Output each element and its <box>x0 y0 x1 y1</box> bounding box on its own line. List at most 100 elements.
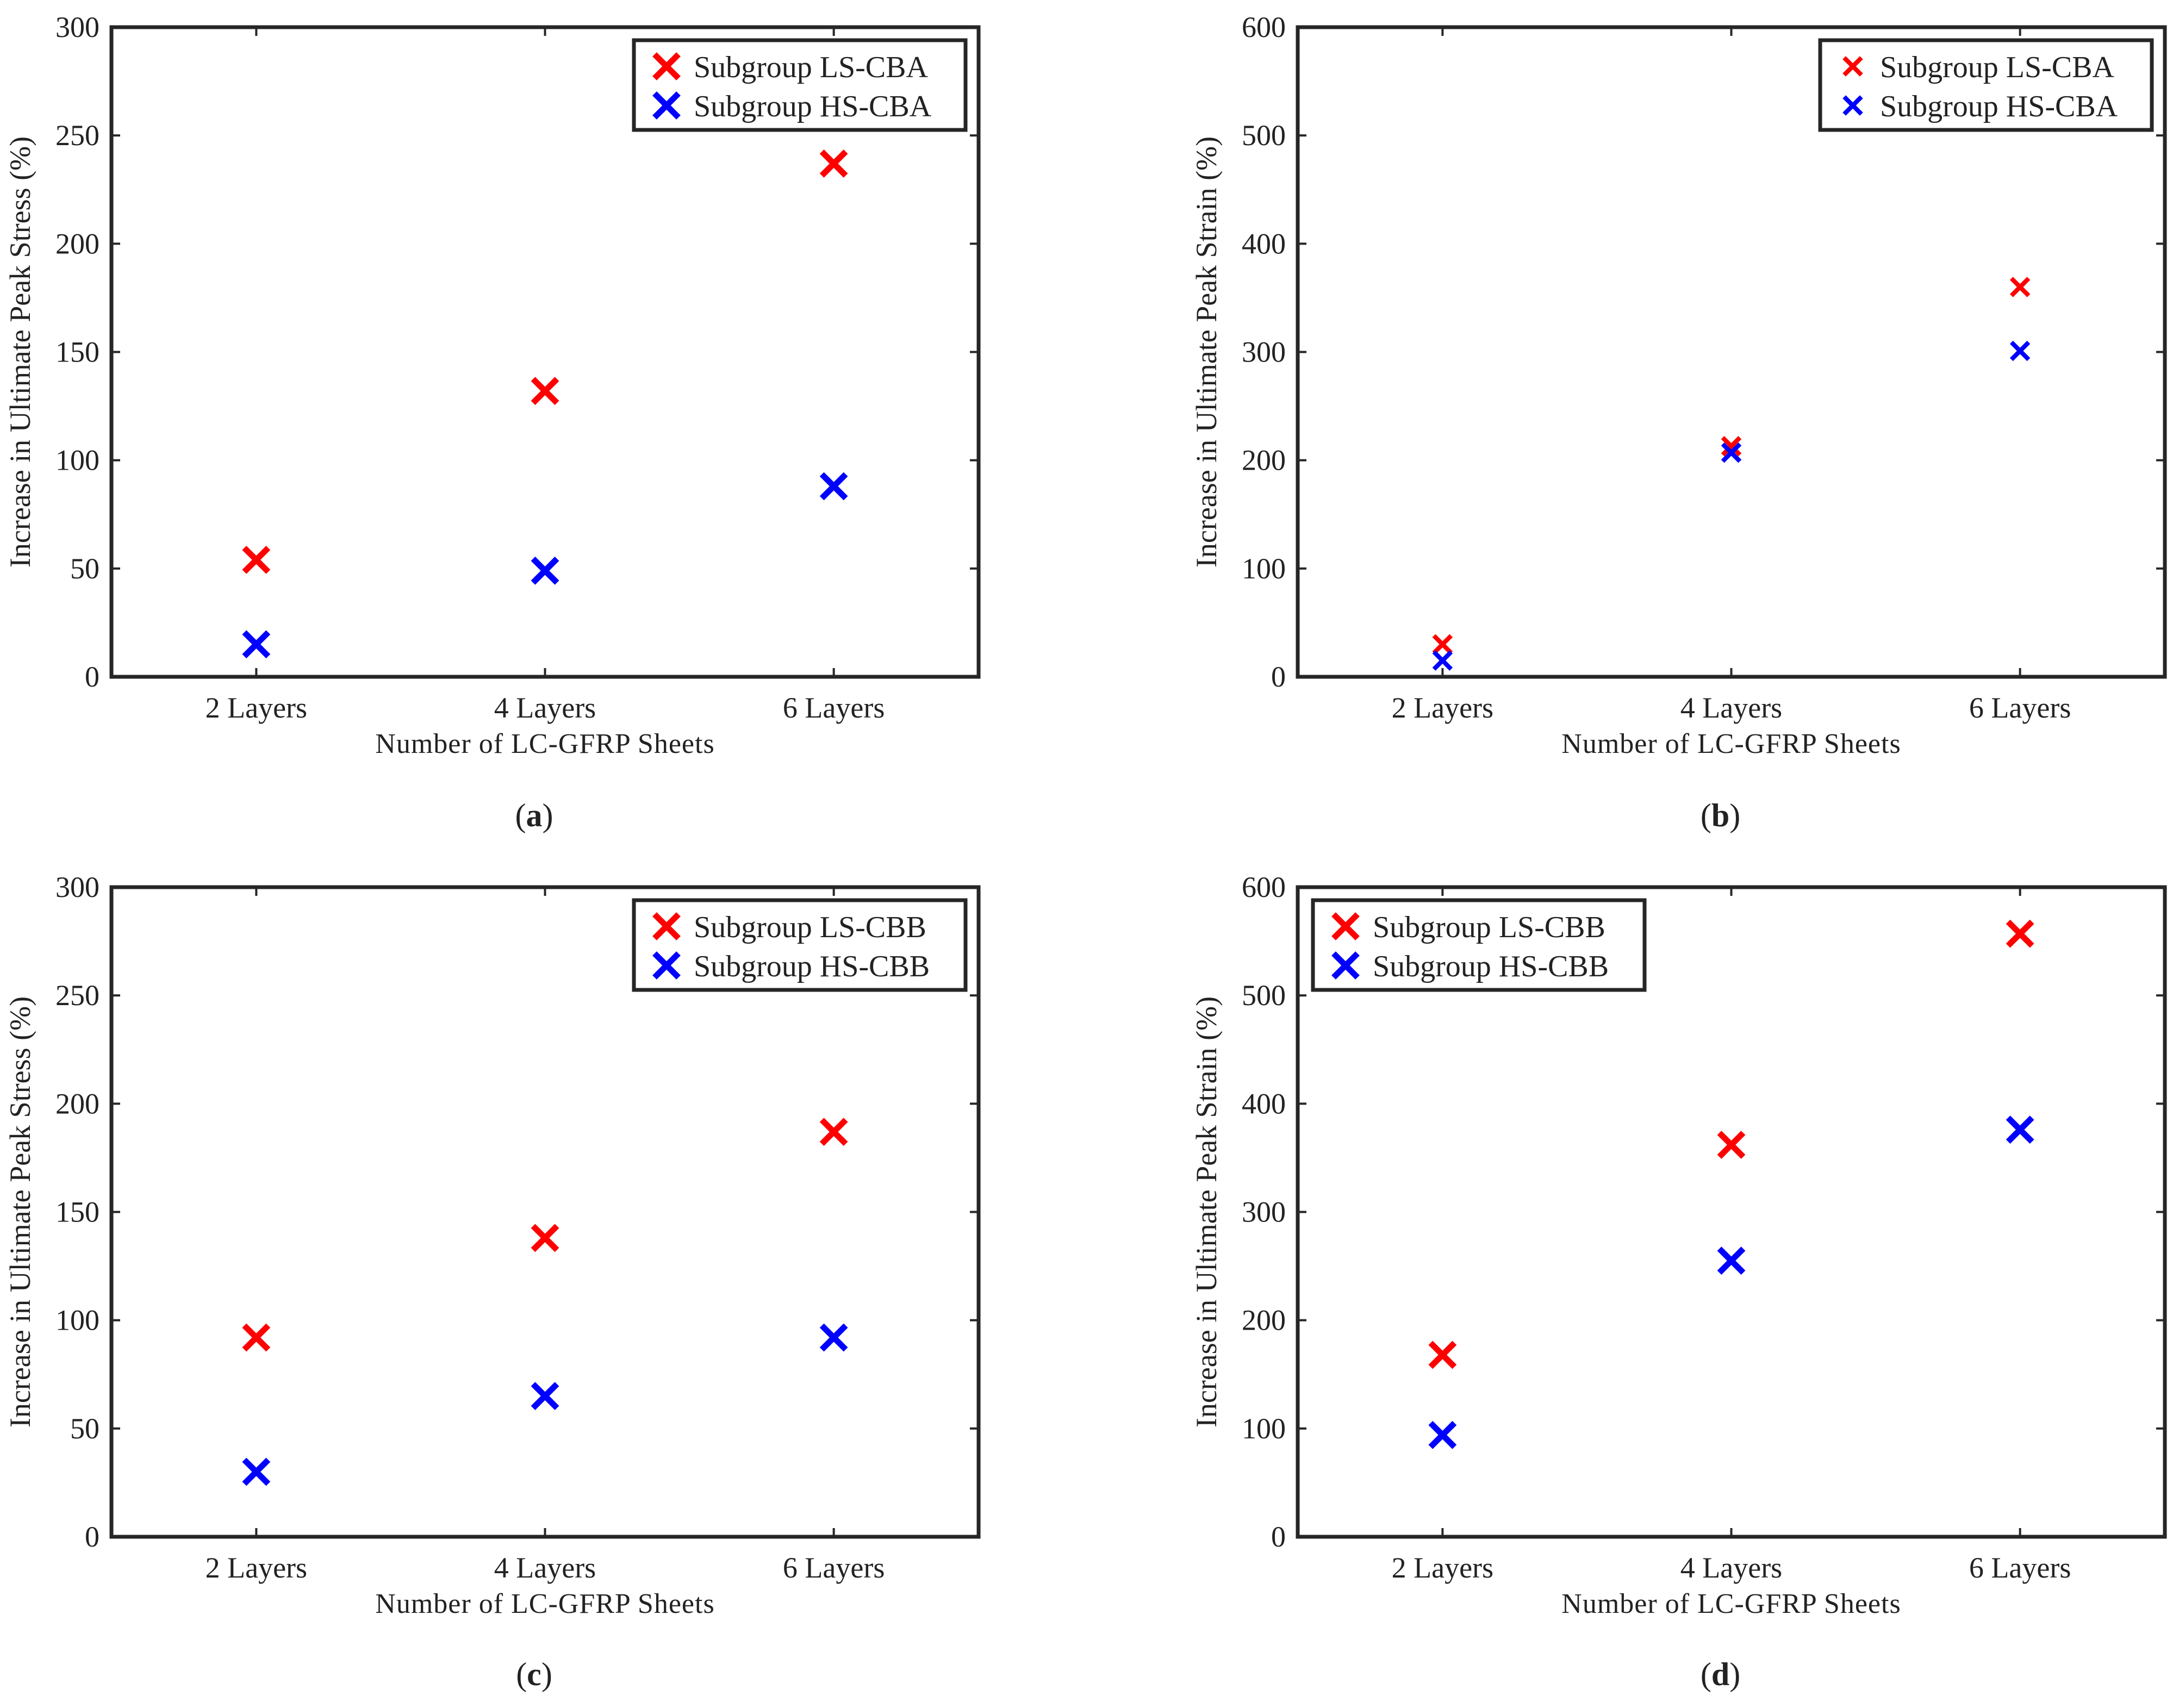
plot-frame <box>1296 885 2167 1539</box>
data-point-hs <box>2009 340 2031 361</box>
data-point-hs <box>819 1323 848 1352</box>
y-axis-title: Increase in Ultimate Peak Strain (%) <box>1190 136 1223 568</box>
data-point-ls <box>1432 634 1453 654</box>
x-axis-title: Number of LC-GFRP Sheets <box>1561 1588 1901 1619</box>
x-axis-title: Number of LC-GFRP Sheets <box>375 728 714 759</box>
x-tick-label: 6 Layers <box>1969 691 2071 724</box>
data-point-hs <box>819 472 848 501</box>
legend-marker <box>652 52 681 80</box>
chart-panel-b: 0 100 200 300 400 500 600 2 Layers 4 Layers 6 Lay… <box>1190 11 2167 833</box>
data-point-ls <box>1717 1131 1746 1159</box>
data-point-hs <box>2006 1115 2034 1144</box>
legend-marker <box>1842 56 1863 77</box>
data-point-ls <box>819 1118 848 1146</box>
y-tick-label: 300 <box>55 871 99 903</box>
legend-label: Subgroup LS-CBB <box>694 911 926 944</box>
data-point-hs <box>1428 1420 1457 1449</box>
legend-label: Subgroup HS-CBA <box>1880 90 2118 123</box>
panel-caption: (d) <box>1701 1656 1740 1692</box>
x-tick-label: 2 Layers <box>1392 1551 1493 1584</box>
x-tick-label: 2 Layers <box>206 1551 307 1584</box>
legend-label: Subgroup LS-CBB <box>1373 911 1605 944</box>
legend-box <box>632 38 968 132</box>
y-axis-title: Increase in Ultimate Peak Strain (%) <box>1190 996 1223 1428</box>
chart-panel-a: 0 50 100 150 200 250 300 2 Layers 4 Layers 6 Laye… <box>4 11 981 833</box>
data-point-hs <box>1717 1246 1746 1275</box>
legend-box <box>1818 38 2154 132</box>
legend-label: Subgroup HS-CBA <box>694 90 932 123</box>
y-tick-label: 500 <box>1242 979 1286 1012</box>
y-tick-label: 100 <box>55 444 99 477</box>
y-tick-label: 50 <box>70 1412 99 1445</box>
data-point-ls <box>531 1224 559 1252</box>
data-point-hs <box>242 630 271 659</box>
y-tick-label: 250 <box>55 119 99 152</box>
panel-caption: (b) <box>1701 797 1740 833</box>
data-point-ls <box>1428 1341 1457 1369</box>
y-tick-label: 600 <box>1242 11 1286 43</box>
y-tick-label: 100 <box>1242 552 1286 585</box>
legend-label: Subgroup LS-CBA <box>694 51 928 84</box>
y-tick-label: 200 <box>55 227 99 260</box>
data-point-ls <box>2009 277 2031 297</box>
data-point-hs <box>1432 650 1453 671</box>
data-point-hs <box>531 556 559 585</box>
x-tick-label: 4 Layers <box>1680 1551 1782 1584</box>
y-tick-label: 0 <box>1271 1520 1286 1553</box>
data-point-hs <box>242 1457 271 1486</box>
y-tick-label: 0 <box>85 660 99 693</box>
legend-box <box>632 898 968 992</box>
legend-marker <box>652 951 681 980</box>
x-tick-label: 6 Layers <box>1969 1551 2071 1584</box>
panel-caption: (a) <box>515 797 553 833</box>
legend-marker <box>1331 912 1360 940</box>
plot-frame <box>109 885 981 1539</box>
legend-marker <box>652 912 681 940</box>
data-point-ls <box>242 546 271 574</box>
y-tick-label: 0 <box>85 1520 99 1553</box>
x-tick-label: 2 Layers <box>206 691 307 724</box>
y-tick-label: 400 <box>1242 227 1286 260</box>
x-tick-label: 4 Layers <box>494 691 596 724</box>
x-axis-title: Number of LC-GFRP Sheets <box>375 1588 714 1619</box>
data-point-ls <box>531 377 559 406</box>
legend-label: Subgroup HS-CBB <box>694 950 930 983</box>
legend: Subgroup LS-CBA Subgroup HS-CBA <box>632 38 968 132</box>
y-tick-label: 500 <box>1242 119 1286 152</box>
y-tick-label: 250 <box>55 979 99 1012</box>
legend-marker <box>652 91 681 120</box>
y-tick-label: 50 <box>70 552 99 585</box>
legend-label: Subgroup LS-CBA <box>1880 51 2114 84</box>
legend-box <box>1311 898 1647 992</box>
legend-marker <box>1842 95 1863 116</box>
x-tick-label: 4 Layers <box>1680 691 1782 724</box>
y-tick-label: 150 <box>55 336 99 369</box>
chart-panel-c: 0 50 100 150 200 250 300 2 Layers 4 Layers 6 Laye… <box>4 871 981 1692</box>
y-tick-label: 200 <box>55 1087 99 1120</box>
x-tick-label: 6 Layers <box>783 691 885 724</box>
legend: Subgroup LS-CBA Subgroup HS-CBA <box>1818 38 2154 132</box>
legend: Subgroup LS-CBB Subgroup HS-CBB <box>1311 898 1647 992</box>
y-tick-label: 200 <box>1242 1304 1286 1337</box>
y-tick-label: 300 <box>55 11 99 43</box>
data-point-ls <box>819 149 848 178</box>
y-tick-label: 200 <box>1242 444 1286 477</box>
chart-panel-d: 0 100 200 300 400 500 600 2 Layers 4 Layers 6 Lay… <box>1190 871 2167 1692</box>
x-tick-label: 6 Layers <box>783 1551 885 1584</box>
x-tick-label: 2 Layers <box>1392 691 1493 724</box>
y-axis-title: Increase in Ultimate Peak Stress (%) <box>4 996 36 1428</box>
x-axis-title: Number of LC-GFRP Sheets <box>1561 728 1901 759</box>
x-tick-label: 4 Layers <box>494 1551 596 1584</box>
legend: Subgroup LS-CBB Subgroup HS-CBB <box>632 898 968 992</box>
data-point-ls <box>2006 919 2034 948</box>
panel-caption: (c) <box>516 1656 552 1692</box>
data-point-ls <box>1721 436 1742 457</box>
y-tick-label: 300 <box>1242 336 1286 369</box>
y-tick-label: 0 <box>1271 660 1286 693</box>
data-point-hs <box>531 1382 559 1410</box>
legend-label: Subgroup HS-CBB <box>1373 950 1609 983</box>
y-tick-label: 300 <box>1242 1196 1286 1229</box>
y-tick-label: 400 <box>1242 1087 1286 1120</box>
legend-marker <box>1331 951 1360 980</box>
